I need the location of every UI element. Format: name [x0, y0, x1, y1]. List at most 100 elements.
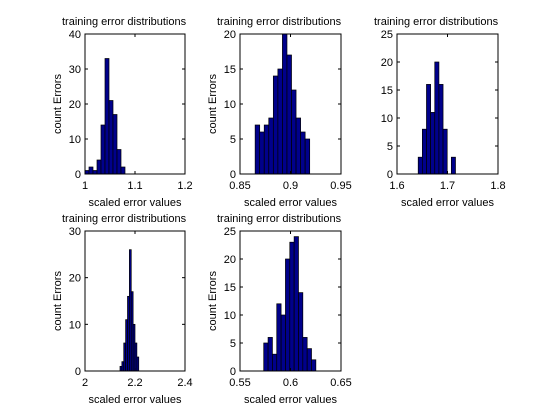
histogram-bar — [417, 156, 423, 175]
y-tick-label: 40 — [69, 29, 81, 41]
histogram-bar — [295, 117, 301, 175]
histogram-bar — [84, 170, 90, 175]
y-tick-label: 20 — [69, 273, 81, 285]
y-tick-label: 20 — [224, 29, 236, 41]
x-axis-label: scaled error values — [89, 197, 182, 209]
y-tick-label: 0 — [75, 169, 81, 181]
y-axis-label: count Errors — [207, 74, 219, 134]
histogram-bar — [422, 128, 427, 175]
histogram-bar — [286, 54, 292, 175]
x-axis-label: scaled error values — [244, 394, 337, 406]
y-tick-label: 5 — [230, 134, 236, 146]
histogram-bar — [442, 128, 448, 175]
y-axis-label: count Errors — [207, 271, 219, 331]
x-tick-label: 2.4 — [177, 377, 192, 389]
x-tick-label: 1.1 — [127, 180, 142, 192]
histogram-bar — [88, 166, 94, 175]
histogram-bar — [259, 131, 265, 175]
x-axis-label: scaled error values — [401, 197, 494, 209]
y-tick-label: 30 — [69, 226, 81, 238]
y-axis-label: count Errors — [52, 271, 64, 331]
x-tick-label: 0.9 — [283, 180, 298, 192]
histogram-bar — [136, 356, 140, 372]
y-tick-label: 15 — [224, 64, 236, 76]
chart-title: training error distributions — [217, 16, 342, 28]
y-tick-label: 20 — [224, 254, 236, 266]
histogram-bar — [285, 258, 291, 372]
histogram-bar — [293, 236, 299, 372]
y-tick-label: 10 — [224, 99, 236, 111]
x-tick-label: 0.85 — [229, 180, 250, 192]
y-tick-label: 10 — [69, 319, 81, 331]
histogram-bar — [306, 348, 312, 372]
histogram-bar — [300, 131, 306, 175]
histogram-bar — [438, 84, 444, 175]
histogram-bar — [450, 156, 456, 175]
y-tick-label: 15 — [224, 282, 236, 294]
x-tick-label: 1.6 — [389, 180, 404, 192]
x-axis-label: scaled error values — [244, 197, 337, 209]
histogram-bar — [426, 84, 431, 175]
histogram-bar — [291, 89, 297, 175]
y-axis-label: count Errors — [52, 74, 64, 134]
histogram-bar — [267, 337, 273, 372]
y-tick-label: 0 — [75, 366, 81, 378]
histogram-bar — [104, 58, 110, 175]
histogram-bar — [268, 117, 274, 175]
chart-title: training error distributions — [62, 16, 187, 28]
chart-title: training error distributions — [62, 213, 187, 225]
y-tick-label: 0 — [230, 366, 236, 378]
x-axis-label: scaled error values — [89, 394, 182, 406]
y-tick-label: 5 — [387, 141, 393, 153]
histogram-bar — [304, 138, 311, 175]
histogram-bar — [280, 314, 286, 372]
x-tick-label: 2 — [82, 377, 88, 389]
histogram-bar — [254, 124, 261, 175]
y-tick-label: 0 — [387, 169, 393, 181]
histogram-bar — [116, 149, 122, 175]
histogram-bar — [277, 68, 283, 175]
histogram-bar — [298, 292, 304, 372]
x-tick-label: 0.95 — [330, 180, 351, 192]
histogram-bar — [96, 159, 102, 175]
x-tick-label: 2.2 — [127, 377, 142, 389]
histogram-bar — [272, 75, 279, 175]
x-tick-label: 1.2 — [177, 180, 192, 192]
x-tick-label: 0.6 — [283, 377, 298, 389]
histogram-bar — [276, 303, 282, 372]
histogram-bar — [263, 342, 269, 372]
histogram-bar — [112, 114, 118, 175]
y-tick-label: 20 — [381, 57, 393, 69]
x-tick-label: 1.8 — [490, 180, 505, 192]
histogram-bar — [108, 100, 114, 175]
histogram-bar — [289, 241, 295, 372]
chart-title: training error distributions — [374, 16, 499, 28]
histogram-bar — [434, 61, 440, 175]
y-tick-label: 20 — [69, 99, 81, 111]
y-tick-label: 25 — [224, 226, 236, 238]
y-tick-label: 15 — [381, 85, 393, 97]
x-tick-label: 1 — [82, 180, 88, 192]
y-tick-label: 0 — [230, 169, 236, 181]
histogram-bar — [272, 353, 278, 372]
histogram-bar — [302, 337, 308, 372]
y-tick-label: 25 — [381, 29, 393, 41]
y-tick-label: 10 — [381, 113, 393, 125]
y-tick-label: 30 — [69, 64, 81, 76]
x-tick-label: 0.65 — [330, 377, 351, 389]
axes-1 — [85, 34, 185, 174]
histogram-bar — [282, 33, 288, 175]
histogram-bar — [430, 112, 436, 175]
histogram-bar — [92, 170, 98, 175]
y-tick-label: 10 — [69, 134, 81, 146]
histogram-bar — [120, 166, 126, 175]
histogram-bar — [311, 359, 317, 372]
histogram-bar — [100, 124, 106, 175]
y-tick-label: 10 — [224, 310, 236, 322]
chart-title: training error distributions — [217, 213, 342, 225]
histogram-bar — [263, 124, 270, 175]
y-tick-label: 5 — [230, 338, 236, 350]
x-tick-label: 0.55 — [229, 377, 250, 389]
x-tick-label: 1.7 — [440, 180, 455, 192]
